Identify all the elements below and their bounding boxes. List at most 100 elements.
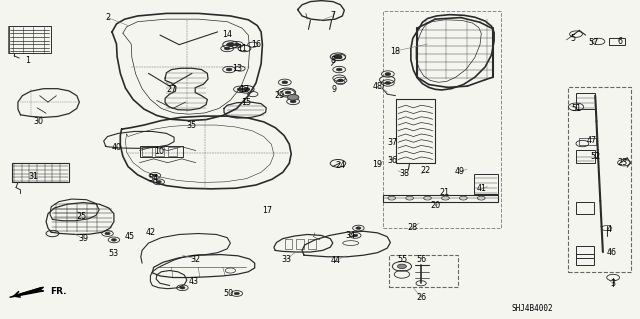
Text: 39: 39 [78,234,88,243]
Bar [576,254,594,265]
Circle shape [282,81,288,84]
Text: 53: 53 [109,249,119,258]
Text: 26: 26 [416,293,426,302]
Text: FR.: FR. [50,287,67,296]
Text: 8: 8 [330,56,335,65]
Bar [12,163,69,182]
Text: 13: 13 [232,64,242,73]
Text: 14: 14 [222,30,232,39]
Bar [8,26,51,53]
Text: 29: 29 [275,91,285,100]
Text: 45: 45 [124,232,134,241]
Bar [609,38,625,45]
Circle shape [385,82,390,84]
Text: 22: 22 [420,166,431,175]
Circle shape [287,94,299,100]
Text: 36: 36 [387,156,397,165]
Circle shape [338,79,344,82]
Polygon shape [10,287,44,297]
Text: 28: 28 [407,223,417,232]
Text: 31: 31 [28,172,38,181]
Bar [308,239,316,249]
Text: SHJ4B4002: SHJ4B4002 [512,304,554,313]
Circle shape [111,239,116,241]
Text: 35: 35 [186,121,196,130]
Text: 3: 3 [611,279,616,288]
Text: 32: 32 [191,255,201,263]
Text: 34: 34 [346,231,356,240]
Bar [9,26,51,53]
Circle shape [243,88,250,91]
Text: 11: 11 [237,44,247,53]
Text: 44: 44 [330,256,340,265]
Bar [383,195,498,202]
Bar [579,138,596,145]
Text: 57: 57 [589,38,599,47]
Bar [568,87,631,272]
Text: 5: 5 [570,34,575,43]
Text: 33: 33 [282,255,292,263]
Text: 52: 52 [590,152,600,161]
Bar [576,93,595,109]
Text: 37: 37 [387,138,397,147]
Circle shape [285,91,291,94]
Text: 25: 25 [77,212,87,221]
Circle shape [337,56,342,59]
Text: 47: 47 [587,137,597,145]
Bar [142,147,152,156]
Text: 10: 10 [154,147,164,156]
Text: 6: 6 [617,37,622,46]
Text: 51: 51 [571,104,581,113]
Bar [168,147,177,156]
Circle shape [337,68,342,71]
Text: 41: 41 [476,184,486,193]
Text: 12: 12 [239,85,250,94]
Text: 21: 21 [439,188,449,197]
Circle shape [234,43,240,46]
Circle shape [152,174,157,177]
Circle shape [227,43,234,47]
Circle shape [180,286,185,289]
Text: 49: 49 [454,167,465,176]
Circle shape [105,232,110,235]
Text: 55: 55 [397,256,408,264]
Text: 54: 54 [148,174,159,183]
Text: 38: 38 [399,169,410,178]
Bar [576,150,595,163]
Text: 18: 18 [390,47,401,56]
Text: 4: 4 [607,225,612,234]
Text: 19: 19 [372,160,383,169]
Text: 43: 43 [188,277,198,286]
Bar [383,11,501,228]
Circle shape [291,100,296,103]
Bar [389,255,458,287]
Bar [576,202,594,214]
Bar [155,147,164,156]
Text: 48: 48 [372,82,383,91]
Text: 23: 23 [617,158,627,167]
Circle shape [225,47,230,50]
Bar [474,174,498,194]
Circle shape [397,264,406,269]
Text: 17: 17 [262,206,273,215]
Text: 30: 30 [33,117,44,126]
Text: 42: 42 [145,228,156,237]
Circle shape [353,234,358,237]
Bar [285,239,292,249]
Text: 24: 24 [335,161,346,170]
Text: 16: 16 [251,40,261,48]
Circle shape [227,68,232,71]
Text: 20: 20 [430,201,440,210]
Text: 50: 50 [223,289,234,298]
Circle shape [237,88,243,91]
Text: 15: 15 [241,98,252,107]
Text: 7: 7 [330,11,335,20]
Circle shape [234,292,239,295]
Text: 40: 40 [112,143,122,152]
Text: 9: 9 [332,85,337,94]
Circle shape [385,73,390,75]
Bar [140,146,183,157]
Bar [576,246,594,258]
Text: 46: 46 [606,248,616,256]
Text: 1: 1 [25,56,30,65]
